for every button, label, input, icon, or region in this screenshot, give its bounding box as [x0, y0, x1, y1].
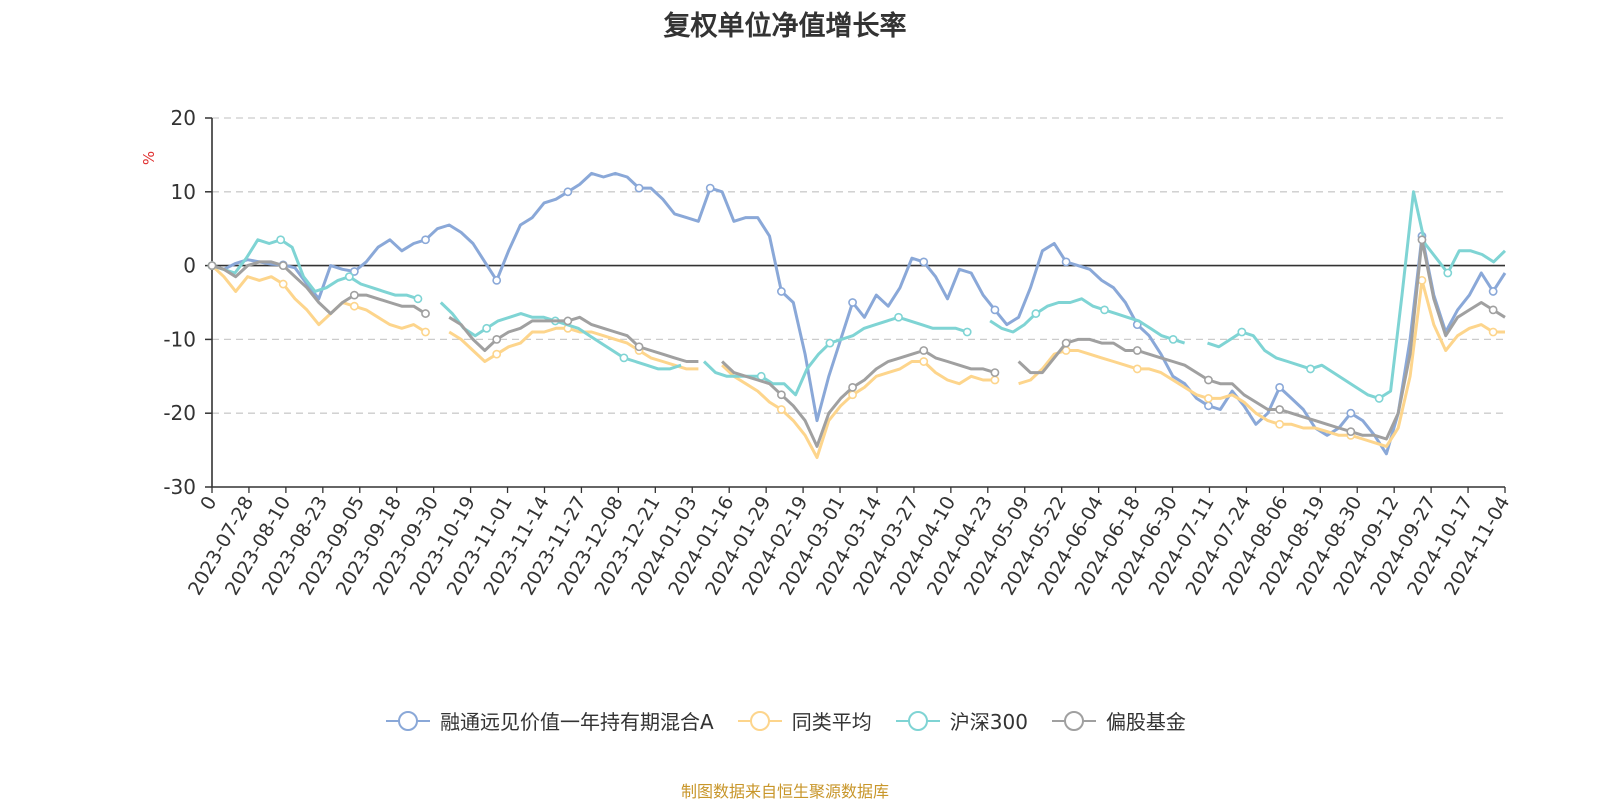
series-line	[211, 190, 1507, 400]
series-marker	[1488, 305, 1498, 315]
legend-circle	[1063, 710, 1084, 731]
series-marker	[482, 323, 492, 333]
series-marker	[563, 187, 573, 197]
legend-circle	[398, 710, 419, 731]
series-marker	[634, 183, 644, 193]
series-marker	[1061, 257, 1071, 267]
series-marker	[492, 349, 502, 359]
series-marker	[421, 327, 430, 337]
legend-circle	[749, 710, 770, 731]
series-marker	[894, 312, 903, 322]
series-marker	[413, 294, 423, 304]
series-line	[210, 264, 1505, 459]
series-marker	[776, 287, 786, 296]
series-marker	[278, 279, 288, 289]
series-marker	[1100, 305, 1109, 315]
series-marker	[276, 235, 286, 245]
series-marker	[1204, 375, 1213, 385]
legend: 融通远见价值一年持有期混合A 同类平均 沪深300 偏股基金	[0, 706, 1570, 735]
series-marker	[349, 301, 359, 311]
source-note: 制图数据来自恒生聚源数据库	[680, 782, 889, 801]
series-marker	[776, 390, 786, 400]
series-marker	[1306, 364, 1315, 374]
series-marker	[349, 290, 359, 300]
series-marker	[990, 375, 1000, 385]
series-marker	[1374, 394, 1384, 403]
y-tick-label: -20	[163, 401, 196, 425]
series-marker	[563, 316, 573, 326]
legend-symbol-icon	[737, 710, 782, 731]
series-marker	[1168, 334, 1178, 344]
series-marker	[1237, 327, 1247, 337]
series-line	[211, 238, 1506, 448]
series-marker	[619, 353, 629, 363]
series-marker	[776, 405, 786, 414]
series-marker	[1031, 309, 1041, 318]
y-axis-label: %	[140, 151, 158, 165]
series-1	[207, 261, 1505, 459]
series-marker	[349, 267, 359, 276]
series-marker	[705, 183, 715, 193]
tick-labels: 20100-10-20-30%02023-07-282023-08-102023…	[140, 106, 1514, 599]
series-marker	[492, 275, 502, 285]
legend-label: 同类平均	[791, 710, 872, 734]
series-marker	[421, 309, 430, 318]
chart-title: 复权单位净值增长率	[663, 11, 907, 42]
series-marker	[1132, 364, 1142, 374]
series-marker	[1204, 401, 1213, 411]
series-marker	[919, 257, 929, 267]
x-tick-label: 0	[196, 493, 221, 514]
series-marker	[825, 338, 835, 348]
series-marker	[1132, 346, 1142, 355]
series-marker	[1275, 419, 1285, 429]
series-marker	[848, 382, 857, 392]
series-lines	[207, 171, 1507, 459]
series-line	[211, 171, 1507, 456]
series-marker	[919, 346, 929, 355]
series-3	[207, 235, 1506, 448]
series-marker	[1275, 405, 1285, 414]
legend-symbol-icon	[895, 710, 940, 731]
legend-item[interactable]: 沪深300	[894, 706, 1028, 735]
series-marker	[1488, 287, 1498, 296]
series-marker	[278, 261, 288, 270]
series-marker	[1275, 382, 1285, 392]
series-marker	[848, 298, 857, 307]
series-marker	[344, 272, 354, 282]
y-tick-label: 0	[183, 254, 196, 278]
series-marker	[1204, 394, 1213, 403]
legend-item[interactable]: 融通远见价值一年持有期混合A	[384, 706, 714, 735]
y-tick-label: -30	[163, 475, 196, 499]
legend-label: 沪深300	[949, 710, 1028, 734]
y-tick-label: -10	[163, 327, 196, 351]
legend-label: 偏股基金	[1105, 710, 1186, 734]
legend-circle	[907, 710, 928, 731]
series-marker	[848, 390, 857, 400]
series-marker	[990, 305, 1000, 315]
series-marker	[990, 368, 1000, 378]
series-2	[207, 190, 1507, 403]
legend-label: 融通远见价值一年持有期混合A	[440, 710, 714, 734]
series-marker	[1061, 338, 1071, 348]
series-marker	[1443, 268, 1453, 278]
series-marker	[1346, 427, 1356, 437]
series-marker	[634, 342, 644, 352]
series-marker	[1417, 235, 1427, 245]
legend-symbol-icon	[1051, 710, 1096, 731]
series-marker	[919, 357, 929, 366]
series-marker	[1346, 408, 1356, 418]
axes	[205, 117, 1506, 493]
y-tick-label: 10	[171, 180, 196, 204]
y-tick-label: 20	[171, 106, 196, 130]
series-marker	[492, 334, 502, 344]
series-marker	[962, 327, 972, 337]
series-marker	[421, 235, 430, 245]
legend-item[interactable]: 同类平均	[736, 706, 872, 735]
legend-item[interactable]: 偏股基金	[1050, 706, 1186, 735]
series-marker	[1488, 327, 1498, 337]
legend-symbol-icon	[386, 710, 431, 731]
series-marker	[207, 261, 217, 270]
series-0	[207, 171, 1507, 456]
